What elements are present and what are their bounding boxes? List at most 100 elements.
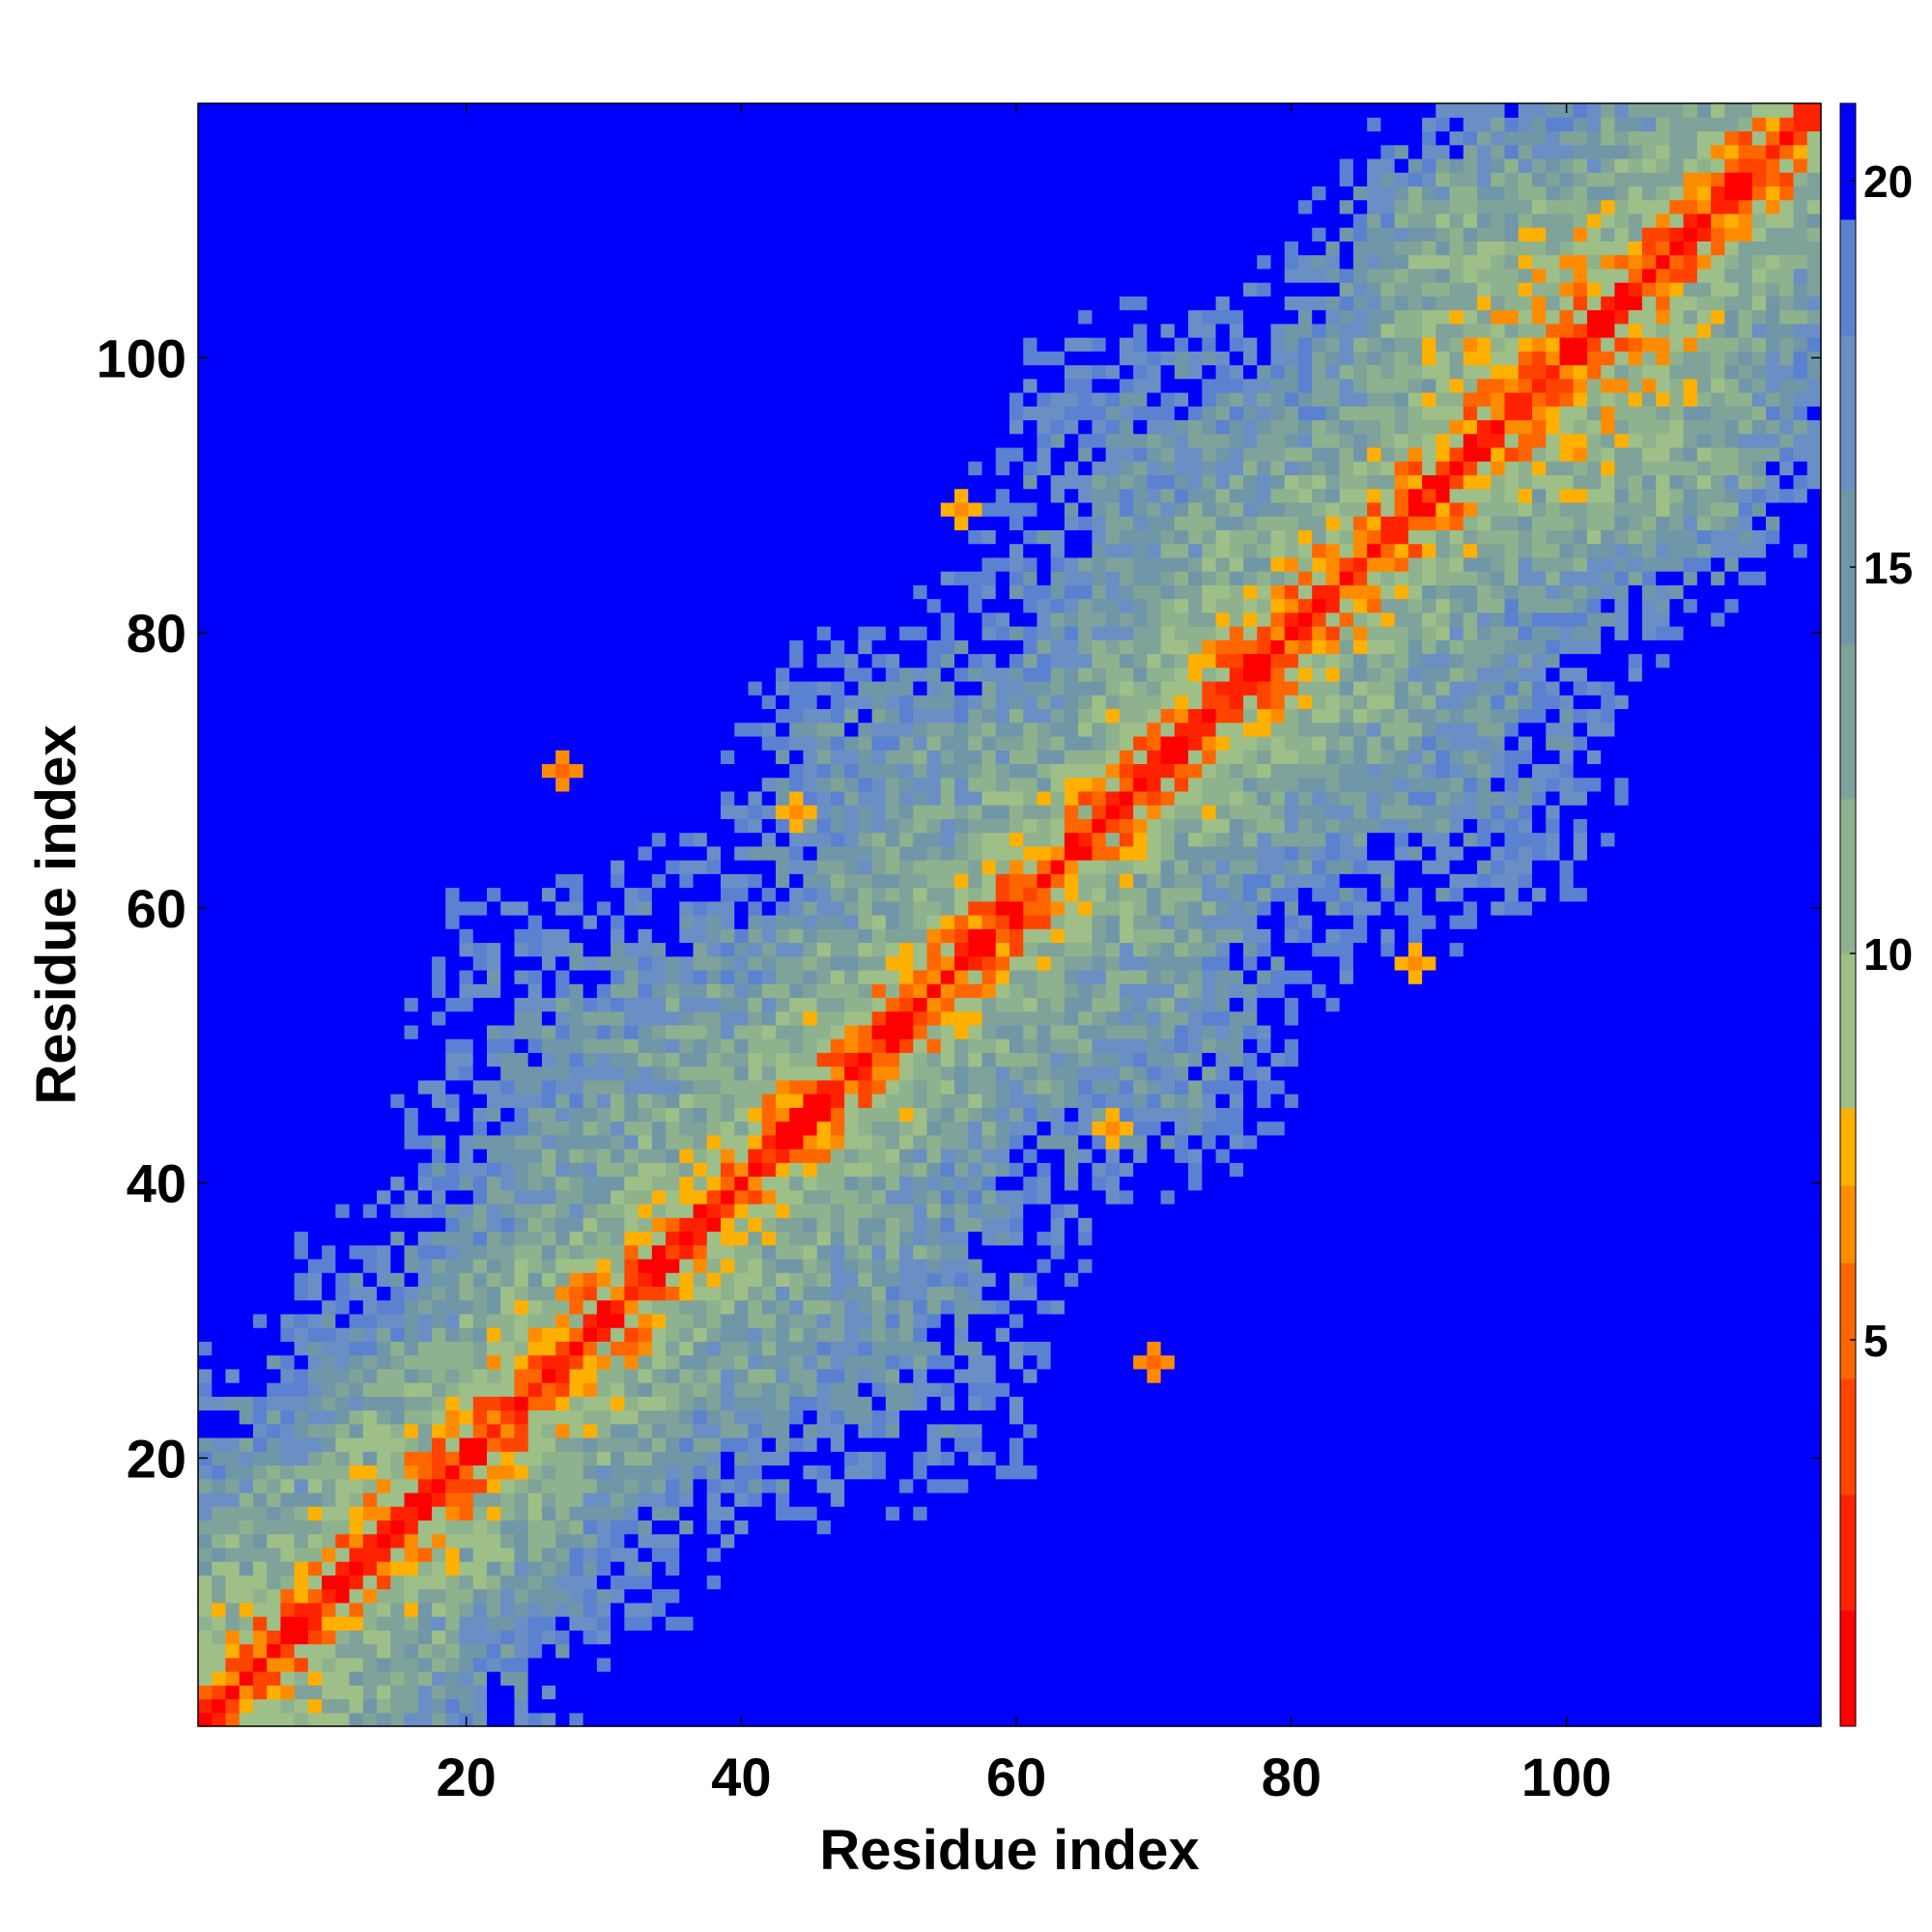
heatmap-cell [500, 474, 516, 490]
heatmap-cell [679, 1149, 695, 1163]
heatmap-cell [472, 1162, 488, 1178]
heatmap-cell [349, 1134, 364, 1150]
heatmap-cell [679, 1079, 695, 1094]
heatmap-cell [445, 845, 461, 861]
heatmap-cell [252, 1258, 268, 1273]
heatmap-cell [734, 296, 750, 311]
heatmap-cell [362, 364, 378, 380]
heatmap-cell [362, 887, 378, 902]
heatmap-cell [582, 1464, 598, 1480]
heatmap-cell [569, 1588, 584, 1604]
heatmap-cell [596, 722, 611, 737]
heatmap-cell [527, 1533, 543, 1548]
heatmap-cell [693, 873, 708, 889]
heatmap-cell [734, 942, 750, 957]
heatmap-cell [596, 117, 611, 132]
heatmap-cell [445, 790, 461, 806]
heatmap-cell [679, 1107, 695, 1122]
heatmap-cell [362, 997, 378, 1012]
heatmap-cell [212, 543, 227, 558]
heatmap-cell [527, 1368, 543, 1383]
heatmap-cell [390, 1162, 406, 1178]
heatmap-cell [294, 1217, 309, 1233]
heatmap-cell [459, 1464, 474, 1480]
heatmap-cell [472, 1382, 488, 1397]
heatmap-cell [349, 1094, 364, 1108]
heatmap-cell [307, 1602, 323, 1617]
heatmap-cell [349, 103, 364, 118]
heatmap-cell [417, 433, 433, 448]
heatmap-cell [280, 805, 296, 819]
heatmap-cell [651, 1464, 667, 1480]
heatmap-cell [459, 227, 474, 242]
heatmap-cell [362, 130, 378, 146]
heatmap-cell [349, 419, 364, 435]
heatmap-cell [445, 873, 461, 889]
heatmap-cell [377, 1299, 391, 1315]
heatmap-cell [459, 282, 474, 297]
heatmap-cell [693, 777, 708, 792]
heatmap-cell [322, 1299, 336, 1315]
heatmap-cell [239, 1162, 254, 1178]
heatmap-cell [280, 708, 296, 724]
heatmap-cell [445, 103, 461, 118]
heatmap-cell [500, 488, 516, 503]
heatmap-cell [486, 750, 501, 764]
heatmap-cell [693, 1396, 708, 1411]
heatmap-cell [417, 1437, 433, 1452]
heatmap-cell [514, 1038, 529, 1053]
heatmap-cell [459, 735, 474, 751]
heatmap-cell [721, 653, 735, 668]
heatmap-cell [541, 571, 556, 585]
heatmap-cell [611, 1520, 625, 1535]
heatmap-cell [721, 1121, 735, 1136]
heatmap-cell [706, 873, 722, 889]
heatmap-cell [486, 997, 501, 1012]
heatmap-cell [734, 1327, 750, 1342]
heatmap-cell [541, 942, 556, 957]
heatmap-cell [734, 364, 750, 380]
heatmap-cell [693, 763, 708, 779]
heatmap-cell [693, 268, 708, 283]
heatmap-cell [514, 639, 529, 655]
heatmap-cell [225, 1575, 241, 1590]
heatmap-cell [679, 296, 695, 311]
heatmap-cell [322, 1286, 336, 1301]
heatmap-cell [198, 1575, 213, 1590]
heatmap-cell [445, 1107, 461, 1122]
heatmap-cell [761, 845, 777, 861]
heatmap-cell [624, 296, 639, 311]
heatmap-cell [611, 1038, 625, 1053]
heatmap-cell [624, 1107, 639, 1122]
heatmap-cell [624, 1409, 639, 1425]
heatmap-cell [377, 708, 391, 724]
heatmap-cell [514, 1671, 529, 1686]
heatmap-cell [569, 185, 584, 201]
heatmap-cell [307, 915, 323, 929]
heatmap-cell [280, 915, 296, 929]
heatmap-cell [198, 1079, 213, 1094]
heatmap-cell [500, 598, 516, 613]
heatmap-cell [555, 928, 571, 944]
heatmap-cell [734, 1176, 750, 1191]
heatmap-cell [693, 1094, 708, 1108]
heatmap-cell [294, 1079, 309, 1094]
heatmap-cell [252, 337, 268, 352]
heatmap-cell [611, 213, 625, 228]
heatmap-cell [432, 144, 446, 159]
heatmap-cell [445, 1065, 461, 1081]
heatmap-cell [569, 1010, 584, 1026]
heatmap-cell [582, 1396, 598, 1411]
heatmap-cell [432, 1382, 446, 1397]
heatmap-cell [239, 1409, 254, 1425]
heatmap-cell [569, 1492, 584, 1507]
heatmap-cell [721, 474, 735, 490]
heatmap-cell [294, 1602, 309, 1617]
heatmap-cell [611, 1506, 625, 1521]
heatmap-cell [267, 735, 282, 751]
heatmap-cell [486, 1107, 501, 1122]
heatmap-cell [362, 1010, 378, 1026]
heatmap-cell [706, 103, 722, 118]
heatmap-cell [198, 1630, 213, 1645]
heatmap-cell [459, 598, 474, 613]
